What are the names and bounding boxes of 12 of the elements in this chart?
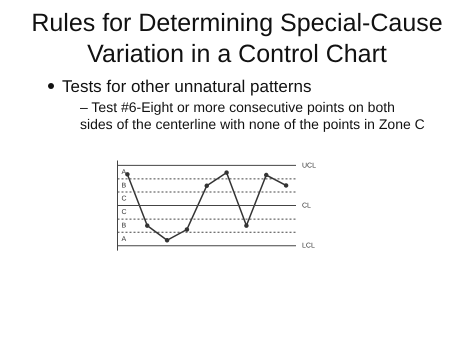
point xyxy=(184,227,190,232)
text: – Test #6-Eight or more consecutive points on both sides of the centerline with none of the points in Zone C xyxy=(80,99,425,132)
point xyxy=(284,183,288,188)
chart-title: Rules for Determining Special-Cause Variation in a Control Chart xyxy=(30,8,444,70)
point xyxy=(264,172,268,178)
point xyxy=(204,184,209,188)
point xyxy=(125,172,130,177)
point xyxy=(145,223,150,228)
point xyxy=(164,238,170,242)
text: Tests for other unnatural patterns xyxy=(62,77,312,96)
point xyxy=(244,223,249,228)
point xyxy=(224,170,229,175)
